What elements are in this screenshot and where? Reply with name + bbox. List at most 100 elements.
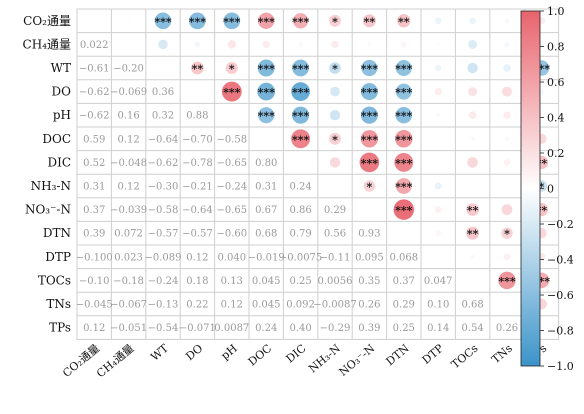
- correlation-value: 0.045: [252, 276, 281, 287]
- colorbar-tick-label: 0.8: [547, 41, 565, 54]
- significance-mark: ***: [258, 86, 276, 99]
- significance-mark: ***: [498, 275, 516, 288]
- correlation-value: −0.0087: [313, 300, 356, 311]
- correlation-circle: [470, 254, 475, 260]
- correlation-value: 0.0087: [214, 323, 249, 334]
- correlation-circle: [329, 14, 341, 27]
- correlation-value: 0.095: [355, 252, 384, 263]
- correlation-value: 0.35: [358, 276, 380, 287]
- correlation-value: 0.040: [217, 252, 246, 263]
- correlation-circle: [257, 82, 276, 101]
- correlation-value: 0.13: [221, 276, 243, 287]
- correlation-circle: [395, 106, 413, 124]
- correlation-value: 0.12: [117, 134, 139, 145]
- y-tick-label: DOC: [42, 132, 71, 146]
- significance-mark: ***: [223, 15, 241, 28]
- correlation-circle: [504, 18, 510, 24]
- correlation-value: 0.31: [255, 182, 277, 193]
- correlation-value: −0.051: [110, 323, 147, 334]
- colorbar-tick-label: −0.2: [547, 218, 574, 231]
- correlation-value: −0.30: [148, 182, 179, 193]
- correlation-value: 0.56: [324, 229, 346, 240]
- correlation-value: 0.12: [221, 300, 243, 311]
- correlation-value: 0.18: [186, 276, 208, 287]
- correlation-value: −0.29: [320, 323, 351, 334]
- correlation-circle: [395, 83, 412, 100]
- correlation-circle: [359, 152, 380, 173]
- correlation-value: −0.20: [113, 64, 144, 75]
- correlation-circle: [467, 157, 478, 168]
- y-tick-label: DIC: [47, 155, 71, 169]
- correlation-value: −0.039: [110, 205, 147, 216]
- correlation-value: 0.37: [393, 276, 415, 287]
- correlation-circle: [221, 81, 242, 102]
- correlation-value: 0.023: [114, 252, 143, 263]
- correlation-value: −0.58: [148, 205, 179, 216]
- y-tick-label: pH: [53, 108, 71, 122]
- correlation-value: −0.64: [182, 205, 213, 216]
- correlation-circle: [291, 129, 311, 149]
- x-tick-label: DTN: [384, 341, 412, 368]
- significance-mark: ***: [258, 15, 276, 28]
- correlation-value: −0.64: [148, 134, 179, 145]
- y-tick-label: NO₃⁻-N: [25, 203, 71, 217]
- significance-mark: ***: [361, 86, 379, 99]
- correlation-value: −0.10: [79, 276, 110, 287]
- significance-mark: ***: [395, 157, 413, 170]
- correlation-circle: [395, 59, 412, 77]
- y-tick-label: TNs: [46, 297, 71, 311]
- correlation-circle: [262, 40, 270, 49]
- correlation-circle: [470, 136, 475, 142]
- correlation-value: −0.61: [79, 64, 110, 75]
- correlation-value: −0.019: [248, 252, 285, 263]
- significance-mark: ***: [258, 63, 276, 76]
- correlation-value: 0.36: [152, 87, 174, 98]
- correlation-value: −0.24: [216, 182, 247, 193]
- significance-mark: ***: [395, 181, 413, 194]
- x-tick-label: TOCs: [449, 342, 481, 372]
- correlation-circle: [466, 203, 479, 216]
- correlation-value: 0.59: [83, 134, 105, 145]
- correlation-value: 0.22: [186, 300, 208, 311]
- correlation-value: −0.78: [182, 158, 213, 169]
- correlation-value: 0.32: [152, 111, 174, 122]
- correlation-value: 0.022: [80, 40, 109, 51]
- significance-mark: ***: [395, 204, 413, 217]
- correlation-value: 0.67: [255, 205, 277, 216]
- correlation-circle: [503, 253, 511, 261]
- correlation-circle: [298, 42, 303, 47]
- significance-mark: ***: [292, 15, 310, 28]
- correlation-value: 0.072: [114, 229, 143, 240]
- correlation-circle: [397, 14, 411, 28]
- correlation-circle: [158, 39, 168, 50]
- correlation-value: −0.067: [110, 300, 147, 311]
- correlation-circle: [436, 137, 440, 141]
- correlation-circle: [434, 17, 442, 25]
- correlation-value: −0.089: [144, 252, 181, 263]
- correlation-circle: [503, 159, 511, 166]
- y-tick-label: WT: [51, 61, 71, 75]
- correlation-value: 0.0056: [318, 276, 353, 287]
- correlation-value: −0.048: [110, 158, 147, 169]
- correlation-value: 0.045: [252, 300, 281, 311]
- correlation-value: 0.25: [289, 276, 311, 287]
- correlation-circle: [257, 59, 275, 77]
- correlation-value: −0.11: [320, 252, 351, 263]
- correlation-circle: [258, 107, 275, 124]
- significance-mark: **: [536, 204, 548, 217]
- correlation-circle: [227, 40, 237, 49]
- correlation-circle: [361, 59, 378, 77]
- colorbar-tick-label: −0.4: [547, 254, 574, 267]
- correlation-circle: [400, 41, 407, 48]
- correlation-value: 0.12: [83, 323, 105, 334]
- correlation-circle: [466, 226, 480, 240]
- correlation-circle: [434, 182, 442, 190]
- y-tick-label: TPs: [49, 321, 71, 335]
- correlation-value: −0.58: [216, 134, 247, 145]
- correlation-value: −0.57: [182, 229, 213, 240]
- correlation-value: 0.86: [289, 205, 311, 216]
- significance-mark: *: [332, 15, 338, 28]
- x-tick-label: CH₄通量: [94, 342, 136, 381]
- correlation-circle: [363, 180, 376, 192]
